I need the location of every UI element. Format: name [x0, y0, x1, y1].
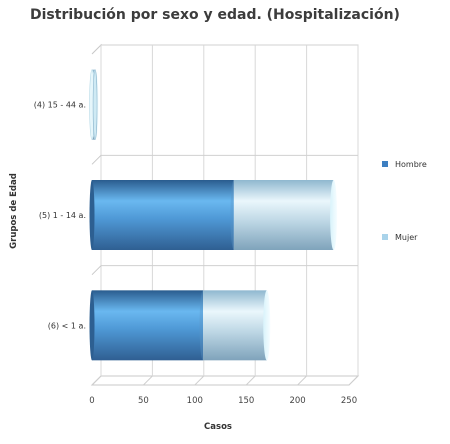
x-tick-label: 100 — [187, 396, 203, 406]
x-floor-line — [297, 375, 307, 386]
chart-title: Distribución por sexo y edad. (Hospitali… — [30, 7, 400, 23]
legend: Hombre Mujer — [382, 160, 427, 242]
legend-swatch-hombre — [382, 161, 388, 167]
bar-cap-mujer — [330, 180, 338, 250]
plot-floor — [90, 375, 360, 386]
x-floor-line — [245, 375, 256, 386]
bar-hombre — [92, 290, 204, 361]
x-axis-title: Casos — [204, 422, 232, 432]
legend-label-mujer: Mujer — [395, 233, 418, 242]
y-category-label: (5) 1 - 14 a. — [39, 211, 86, 220]
bar-small-cap — [92, 69, 98, 140]
x-tick-label: 150 — [238, 396, 254, 406]
y-axis-title: Grupos de Edad — [9, 173, 19, 249]
x-tick-label: 0 — [89, 396, 94, 406]
bar-mujer — [203, 290, 267, 361]
bar-cap-mujer — [263, 290, 271, 361]
y-wall-line — [91, 265, 102, 276]
legend-swatch-mujer — [382, 234, 388, 240]
x-floor-line — [348, 375, 359, 386]
x-floor-line — [194, 375, 205, 386]
x-tick-label: 50 — [138, 396, 149, 406]
y-category-label: (6) < 1 a. — [48, 321, 86, 330]
y-category-label: (4) 15 - 44 a. — [34, 101, 86, 110]
bar-base-cap — [89, 290, 95, 361]
bar-mujer — [233, 180, 334, 250]
x-floor-line — [143, 375, 153, 386]
y-wall-line — [91, 154, 102, 165]
bar-hombre — [92, 180, 234, 250]
legend-label-hombre: Hombre — [395, 160, 427, 169]
x-tick-label: 250 — [341, 396, 357, 406]
labels: 0 50 100 150 200 250 (4) 15 - 44 a. (5) 1 - 14 … — [34, 101, 357, 406]
x-floor-line — [91, 375, 102, 386]
bar-base-cap — [89, 180, 95, 250]
bars — [89, 69, 338, 361]
x-tick-label: 200 — [289, 396, 305, 406]
